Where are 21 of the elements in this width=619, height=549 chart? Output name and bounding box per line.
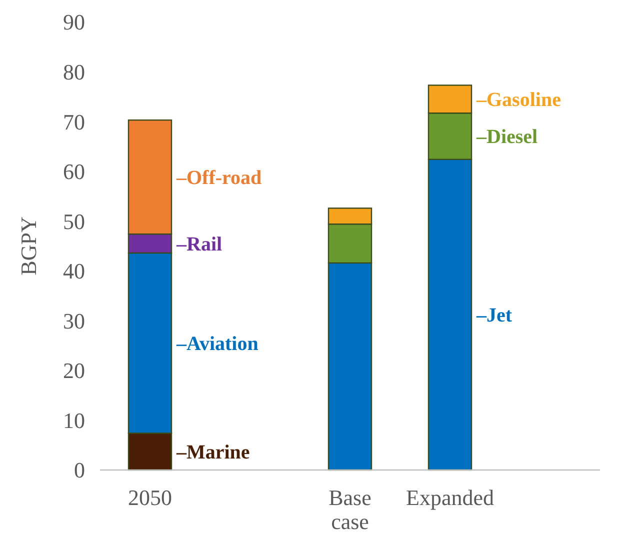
- y-tick-label: 10: [63, 408, 85, 433]
- y-tick-label: 70: [63, 109, 85, 134]
- series-label: –Jet: [476, 304, 512, 327]
- y-tick-label: 80: [63, 59, 85, 84]
- series-label: –Off-road: [176, 167, 262, 190]
- series-label: –Aviation: [176, 333, 258, 356]
- y-tick-label: 90: [63, 10, 85, 35]
- y-tick-label: 0: [74, 458, 85, 483]
- x-tick-label: 2050: [128, 485, 172, 510]
- x-tick-label: Expanded: [406, 485, 494, 510]
- y-tick-label: 50: [63, 208, 85, 234]
- x-tick-label: Base case: [328, 485, 372, 534]
- y-axis-title: BGPY: [16, 216, 41, 276]
- series-label: –Gasoline: [476, 89, 562, 112]
- y-tick-label: 20: [63, 358, 85, 384]
- y-tick-label: 40: [63, 258, 85, 284]
- y-tick-label: 30: [63, 308, 85, 334]
- y-tick-label: 60: [63, 159, 85, 184]
- series-label: –Marine: [176, 442, 250, 464]
- series-label: –Diesel: [476, 126, 538, 148]
- series-label: –Rail: [176, 234, 222, 256]
